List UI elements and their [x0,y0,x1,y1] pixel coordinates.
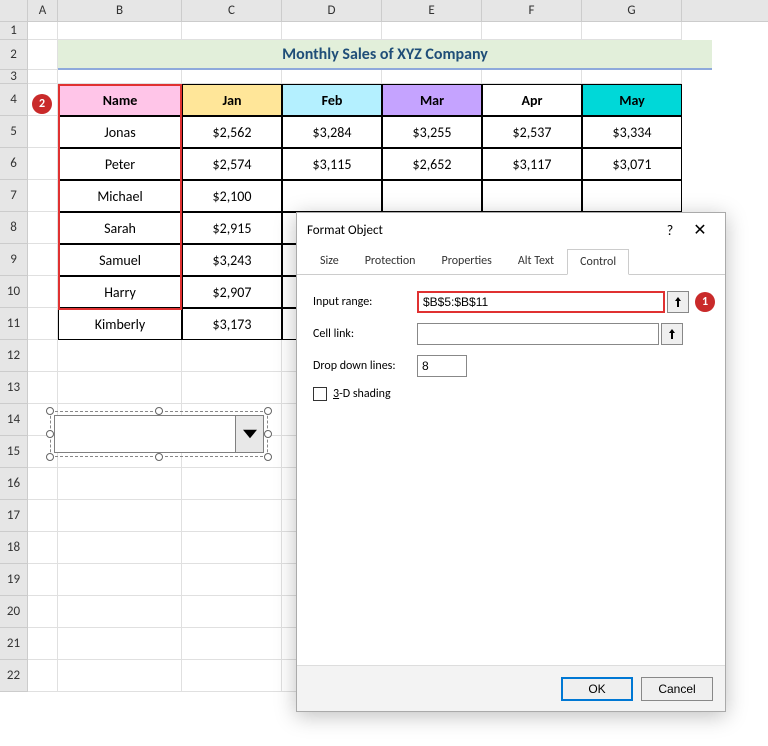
cell-name[interactable]: Harry [58,276,182,308]
cell-name[interactable]: Michael [58,180,182,212]
cell-jan[interactable]: $2,100 [182,180,282,212]
row-header[interactable]: 12 [0,340,28,372]
cell-link-label: Cell link: [313,327,417,341]
cell-jan[interactable]: $2,562 [182,116,282,148]
tab-control[interactable]: Control [567,249,629,275]
table-row: Jonas$2,562$3,284$3,255$2,537$3,334 [28,116,768,148]
th-name[interactable]: Name [58,84,182,116]
col-header-D[interactable]: D [282,0,382,21]
chevron-down-icon [243,429,257,439]
dialog-title: Format Object [307,223,655,238]
callout-badge-2: 2 [32,94,52,114]
cell-may[interactable]: $3,071 [582,148,682,180]
tab-size[interactable]: Size [307,248,352,274]
cell-mar[interactable] [382,180,482,212]
dialog-close-button[interactable]: ✕ [685,220,715,240]
col-header-E[interactable]: E [382,0,482,21]
col-header-G[interactable]: G [582,0,682,21]
cell-name[interactable]: Peter [58,148,182,180]
callout-badge-1: 1 [695,292,715,312]
row-header[interactable]: 11 [0,308,28,340]
col-header-A[interactable]: A [28,0,58,21]
cell-feb[interactable] [282,180,382,212]
row-header[interactable]: 7 [0,180,28,212]
ddl-label: Drop down lines: [313,359,417,373]
ddl-field[interactable] [417,355,467,377]
row-header[interactable]: 14 [0,404,28,436]
dialog-help-button[interactable]: ? [655,222,685,239]
input-range-label: Input range: [313,295,417,309]
dialog-tabs: Size Protection Properties Alt Text Cont… [297,247,725,275]
row-header[interactable]: 16 [0,468,28,500]
dialog-footer: OK Cancel [297,665,725,711]
cell-may[interactable]: $3,334 [582,116,682,148]
col-header-C[interactable]: C [182,0,282,21]
cell-apr[interactable]: $3,117 [482,148,582,180]
th-jan[interactable]: Jan [182,84,282,116]
cell-apr[interactable] [482,180,582,212]
cell-jan[interactable]: $2,915 [182,212,282,244]
row-header[interactable]: 15 [0,436,28,468]
table-row: Peter$2,574$3,115$2,652$3,117$3,071 [28,148,768,180]
col-header-B[interactable]: B [58,0,182,21]
row-header[interactable]: 21 [0,628,28,660]
row-header[interactable]: 6 [0,148,28,180]
column-header-row: A B C D E F G [0,0,768,22]
shading-checkbox[interactable] [313,387,327,401]
cell-name[interactable]: Jonas [58,116,182,148]
row-header[interactable]: 22 [0,660,28,692]
cancel-button[interactable]: Cancel [641,677,713,701]
input-range-field[interactable] [417,291,665,313]
format-object-dialog: Format Object ? ✕ Size Protection Proper… [296,212,726,712]
table-row: Michael$2,100 [28,180,768,212]
ok-button[interactable]: OK [561,677,633,701]
cell-may[interactable] [582,180,682,212]
th-feb[interactable]: Feb [282,84,382,116]
th-apr[interactable]: Apr [482,84,582,116]
row-header[interactable]: 19 [0,564,28,596]
combobox-dropdown-button[interactable] [235,416,263,452]
input-range-picker-button[interactable] [667,291,689,313]
row-header[interactable]: 3 [0,70,28,84]
col-header-F[interactable]: F [482,0,582,21]
cell-link-picker-button[interactable] [661,323,683,345]
cell-jan[interactable]: $2,907 [182,276,282,308]
cell-mar[interactable]: $2,652 [382,148,482,180]
cell-feb[interactable]: $3,115 [282,148,382,180]
cell-feb[interactable]: $3,284 [282,116,382,148]
row-header[interactable]: 18 [0,532,28,564]
row-header[interactable]: 20 [0,596,28,628]
row-header-col: 1 2 3 4 5 6 7 8 9 10 11 12 13 14 15 16 1… [0,22,28,692]
th-may[interactable]: May [582,84,682,116]
row-header[interactable]: 2 [0,40,28,70]
row-header[interactable]: 10 [0,276,28,308]
cell-jan[interactable]: $3,243 [182,244,282,276]
tab-protection[interactable]: Protection [352,248,429,274]
th-mar[interactable]: Mar [382,84,482,116]
cell-apr[interactable]: $2,537 [482,116,582,148]
cell-name[interactable]: Samuel [58,244,182,276]
row-header[interactable]: 4 [0,84,28,116]
cell-jan[interactable]: $2,574 [182,148,282,180]
cell-link-field[interactable] [417,323,659,345]
dialog-titlebar[interactable]: Format Object ? ✕ [297,213,725,247]
row-header[interactable]: 5 [0,116,28,148]
range-picker-icon [667,329,677,339]
cell-jan[interactable]: $3,173 [182,308,282,340]
cell-name[interactable]: Kimberly [58,308,182,340]
row-header[interactable]: 13 [0,372,28,404]
select-all-corner[interactable] [0,0,28,21]
tab-properties[interactable]: Properties [429,248,505,274]
row-header[interactable]: 9 [0,244,28,276]
range-picker-icon [673,297,683,307]
cell-name[interactable]: Sarah [58,212,182,244]
row-header[interactable]: 17 [0,500,28,532]
combobox-control[interactable] [54,415,264,453]
title-cell[interactable]: Monthly Sales of XYZ Company [58,40,712,70]
cell-mar[interactable]: $3,255 [382,116,482,148]
row-header[interactable]: 1 [0,22,28,40]
row-header[interactable]: 8 [0,212,28,244]
tab-alttext[interactable]: Alt Text [505,248,567,274]
shading-label: 3-D shading [333,387,391,401]
